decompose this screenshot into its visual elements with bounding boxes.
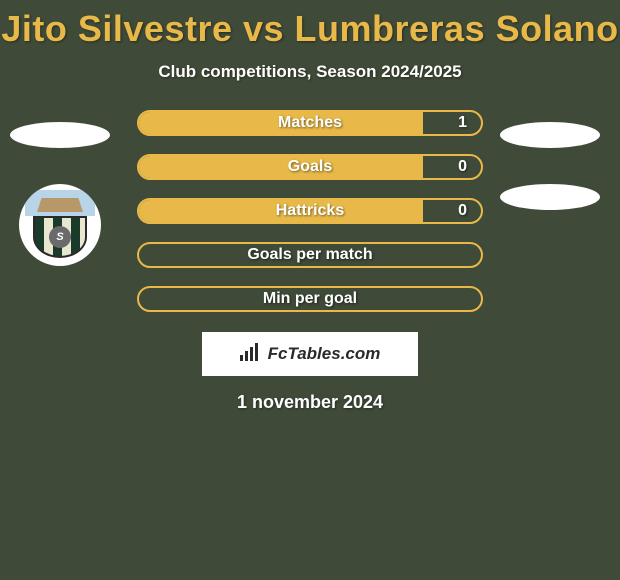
bar-chart-icon: [240, 343, 262, 365]
crest-center-letter: S: [49, 226, 71, 248]
stat-bar-goals-per-match: Goals per match: [137, 242, 483, 268]
stats-bars: Matches 1 Goals 0 Hattricks 0 Goals per …: [137, 110, 483, 312]
player2-club-ellipse: [500, 184, 600, 210]
badges-left: S: [10, 122, 110, 266]
stat-bar-matches: Matches 1: [137, 110, 483, 136]
stat-value: 1: [458, 114, 467, 132]
stat-bar-min-per-goal: Min per goal: [137, 286, 483, 312]
stat-label: Goals: [288, 158, 332, 176]
crest-ship: [37, 198, 83, 212]
stat-bar-goals: Goals 0: [137, 154, 483, 180]
player1-country-ellipse: [10, 122, 110, 148]
date-label: 1 november 2024: [0, 392, 620, 413]
player2-country-ellipse: [500, 122, 600, 148]
stat-label: Goals per match: [247, 246, 372, 264]
stat-bar-hattricks: Hattricks 0: [137, 198, 483, 224]
stat-bar-fill: [139, 156, 423, 178]
stat-label: Min per goal: [263, 290, 357, 308]
watermark-text: FcTables.com: [268, 344, 381, 364]
badges-right: [500, 122, 600, 210]
stat-value: 0: [458, 158, 467, 176]
watermark-box: FcTables.com: [202, 332, 418, 376]
player1-club-crest: S: [19, 184, 101, 266]
page-subtitle: Club competitions, Season 2024/2025: [0, 62, 620, 82]
page-title: Jito Silvestre vs Lumbreras Solano: [0, 0, 620, 50]
stat-label: Hattricks: [276, 202, 344, 220]
stat-label: Matches: [278, 114, 342, 132]
stat-value: 0: [458, 202, 467, 220]
